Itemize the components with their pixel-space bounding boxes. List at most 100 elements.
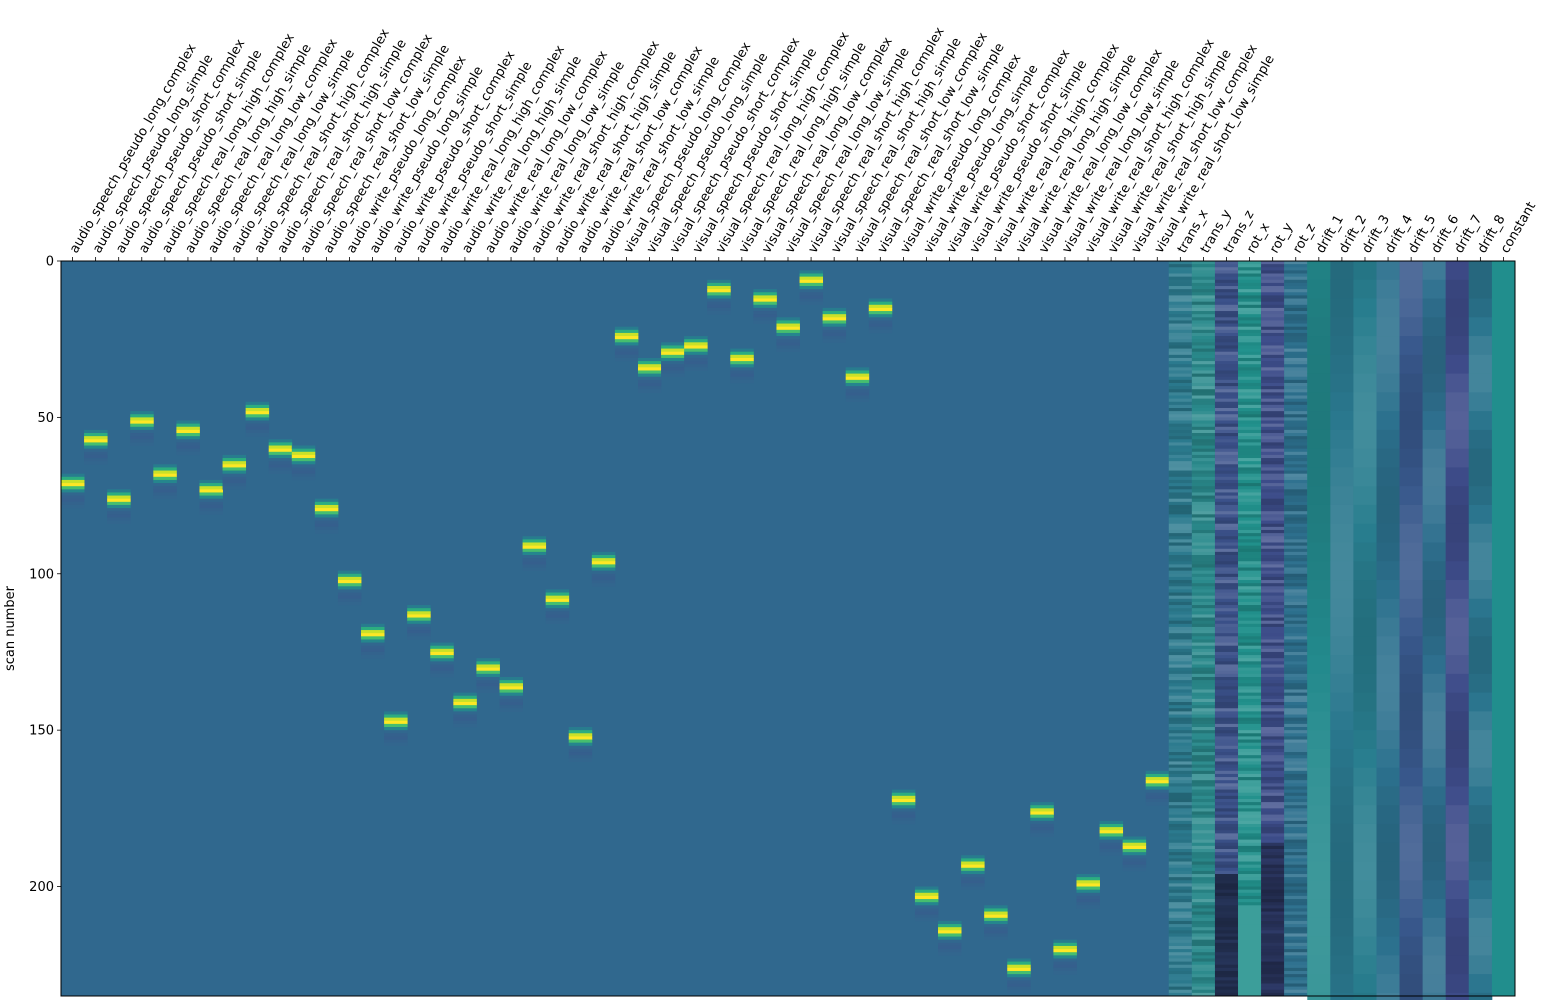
regressor-stripe bbox=[1284, 933, 1308, 937]
regressor-stripe bbox=[1468, 730, 1493, 750]
regressor-stripe bbox=[1284, 883, 1308, 887]
regressor-stripe bbox=[1284, 501, 1308, 506]
regressor-stripe bbox=[1191, 561, 1216, 565]
regressor-stripe bbox=[1307, 504, 1331, 525]
regressor-stripe bbox=[1214, 683, 1239, 687]
response-cell bbox=[222, 483, 247, 487]
regressor-stripe bbox=[1191, 933, 1216, 937]
response-cell bbox=[130, 429, 154, 434]
response-cell bbox=[776, 329, 800, 334]
response-cell bbox=[1007, 986, 1031, 991]
regressor-stripe bbox=[1214, 676, 1239, 681]
regressor-stripe bbox=[1168, 473, 1193, 478]
regressor-stripe bbox=[1261, 949, 1285, 953]
regressor-stripe bbox=[1191, 686, 1216, 690]
regressor-stripe bbox=[1214, 295, 1239, 299]
regressor-stripe bbox=[1214, 529, 1239, 534]
regressor-stripe bbox=[1376, 486, 1400, 506]
regressor-stripe bbox=[1376, 711, 1400, 731]
regressor-stripe bbox=[1307, 298, 1331, 318]
regressor-stripe bbox=[1422, 411, 1447, 431]
regressor-stripe bbox=[1191, 583, 1216, 587]
regressor-stripe bbox=[1168, 858, 1193, 862]
regressor-stripe bbox=[1214, 545, 1239, 550]
regressor-stripe bbox=[1168, 348, 1193, 353]
regressor-stripe bbox=[1284, 823, 1308, 828]
regressor-stripe bbox=[1238, 880, 1262, 884]
response-cell bbox=[684, 351, 708, 356]
regressor-stripe bbox=[1238, 992, 1262, 997]
regressor-stripe bbox=[1168, 345, 1193, 349]
regressor-stripe bbox=[1376, 673, 1400, 694]
response-cell bbox=[107, 504, 131, 509]
regressor-stripe bbox=[1214, 695, 1239, 700]
response-cell bbox=[730, 367, 754, 371]
regressor-stripe bbox=[1261, 964, 1285, 969]
regressor-stripe bbox=[1261, 645, 1285, 650]
regressor-stripe bbox=[1284, 486, 1308, 490]
regressor-stripe bbox=[1261, 489, 1285, 493]
response-cell bbox=[568, 727, 593, 731]
regressor-stripe bbox=[1168, 442, 1193, 446]
regressor-stripe bbox=[1284, 320, 1308, 324]
regressor-stripe bbox=[1399, 336, 1424, 356]
regressor-stripe bbox=[1168, 445, 1193, 450]
response-cell bbox=[1030, 811, 1054, 815]
response-cell bbox=[153, 470, 177, 475]
regressor-stripe bbox=[1422, 842, 1447, 862]
regressor-stripe bbox=[1214, 273, 1239, 278]
regressor-stripe bbox=[1168, 583, 1193, 587]
regressor-stripe bbox=[1191, 733, 1216, 737]
regressor-stripe bbox=[1214, 970, 1239, 975]
regressor-stripe bbox=[1214, 733, 1239, 737]
regressor-stripe bbox=[1284, 642, 1308, 647]
regressor-stripe bbox=[1376, 861, 1400, 881]
regressor-stripe bbox=[1261, 730, 1285, 734]
response-cell bbox=[868, 323, 893, 328]
regressor-stripe bbox=[1214, 827, 1239, 831]
regressor-stripe bbox=[1168, 633, 1193, 637]
regressor-stripe bbox=[1191, 680, 1216, 684]
regressor-stripe bbox=[1261, 401, 1285, 406]
regressor-stripe bbox=[1330, 561, 1354, 581]
response-cell bbox=[914, 908, 939, 912]
response-cell bbox=[130, 417, 154, 421]
response-cell bbox=[845, 379, 870, 384]
regressor-stripe bbox=[1191, 908, 1216, 912]
regressor-stripe bbox=[1238, 336, 1262, 340]
response-cell bbox=[753, 317, 777, 321]
response-cell bbox=[291, 470, 316, 475]
regressor-stripe bbox=[1168, 658, 1193, 662]
regressor-stripe bbox=[1261, 498, 1285, 503]
regressor-stripe bbox=[1261, 683, 1285, 687]
regressor-stripe bbox=[1214, 642, 1239, 647]
regressor-stripe bbox=[1468, 580, 1493, 600]
response-cell bbox=[1076, 886, 1100, 891]
regressor-stripe bbox=[1238, 939, 1262, 944]
regressor-stripe bbox=[1168, 651, 1193, 656]
regressor-stripe bbox=[1284, 664, 1308, 668]
regressor-stripe bbox=[1261, 523, 1285, 528]
regressor-stripe bbox=[1168, 883, 1193, 887]
regressor-stripe bbox=[1284, 676, 1308, 681]
column-ticks: audio_speech_pseudo_long_complexaudio_sp… bbox=[67, 25, 1539, 261]
regressor-stripe bbox=[1445, 336, 1470, 356]
regressor-stripe bbox=[1214, 742, 1239, 747]
regressor-stripe bbox=[1214, 630, 1239, 634]
regressor-stripe bbox=[1168, 720, 1193, 725]
regressor-stripe bbox=[1284, 364, 1308, 368]
response-cell bbox=[1122, 861, 1147, 866]
regressor-stripe bbox=[1191, 473, 1216, 478]
response-cell bbox=[361, 633, 385, 637]
response-cell bbox=[499, 689, 523, 694]
regressor-stripe bbox=[1168, 686, 1193, 690]
regressor-stripe bbox=[1168, 736, 1193, 740]
regressor-stripe bbox=[1168, 461, 1193, 465]
regressor-stripe bbox=[1168, 336, 1193, 340]
regressor-stripe bbox=[1353, 373, 1377, 393]
regressor-stripe bbox=[1214, 902, 1239, 906]
regressor-stripe bbox=[1214, 429, 1239, 434]
regressor-stripe bbox=[1214, 551, 1239, 556]
regressor-stripe bbox=[1261, 739, 1285, 744]
response-cell bbox=[291, 461, 316, 465]
